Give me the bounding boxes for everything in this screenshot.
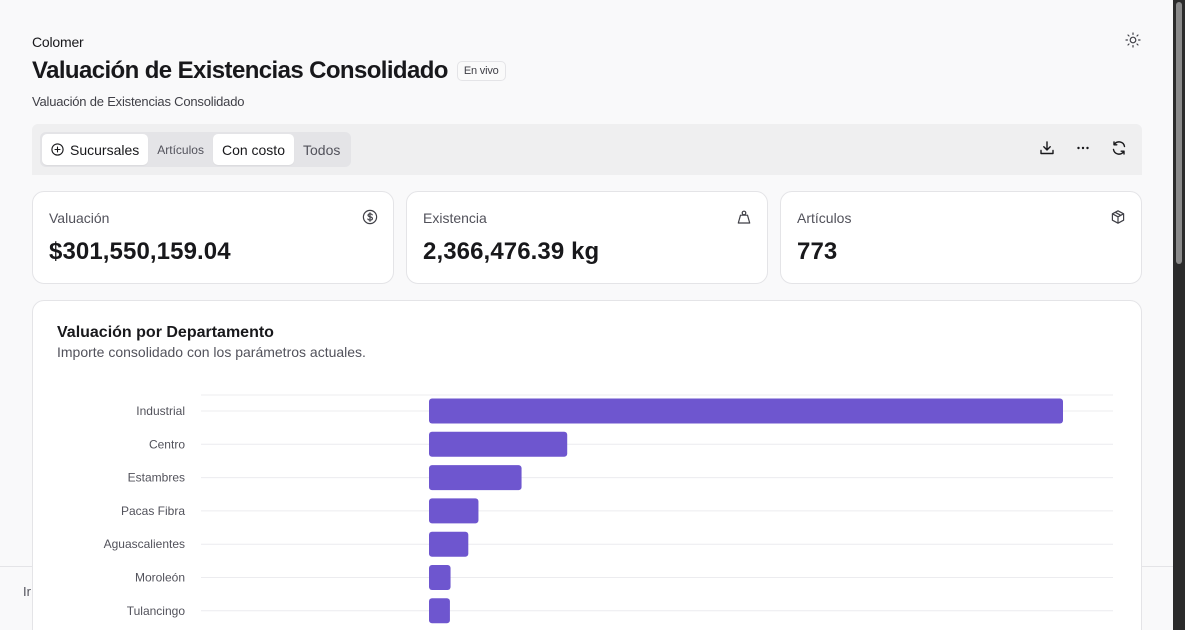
todos-option[interactable]: Todos xyxy=(294,134,349,165)
bar[interactable] xyxy=(429,531,469,557)
box-icon xyxy=(1111,210,1125,224)
filter-segmented-control: Sucursales Artículos Con costo Todos xyxy=(40,132,352,167)
category-label: Tulancingo xyxy=(127,604,186,618)
bar[interactable] xyxy=(429,565,451,590)
bar[interactable] xyxy=(429,598,450,624)
category-label: Aguascalientes xyxy=(104,537,185,551)
category-label: Industrial xyxy=(136,404,185,418)
vertical-scrollbar[interactable] xyxy=(1173,0,1185,630)
category-label: Pacas Fibra xyxy=(121,504,185,518)
bar[interactable] xyxy=(429,465,522,491)
articulos-option[interactable]: Artículos xyxy=(148,134,213,165)
bar[interactable] xyxy=(429,431,568,457)
card-existencia: Existencia 2,366,476.39 kg xyxy=(406,191,768,284)
more-horizontal-icon[interactable] xyxy=(1073,138,1092,157)
refresh-icon[interactable] xyxy=(1109,138,1128,157)
card-articulos: Artículos 773 xyxy=(780,191,1142,284)
summary-cards: Valuación $301,550,159.04 Existencia 2,3… xyxy=(32,191,1142,284)
todos-label: Todos xyxy=(303,141,341,158)
dollar-circle-icon xyxy=(362,209,378,225)
sucursales-button[interactable]: Sucursales xyxy=(42,134,149,165)
card-value: $301,550,159.04 xyxy=(49,238,231,265)
card-label: Valuación xyxy=(49,210,110,226)
card-value: 2,366,476.39 kg xyxy=(423,238,600,265)
chart-subtitle: Importe consolidado con los parámetros a… xyxy=(57,344,366,360)
footer-text: Ir xyxy=(23,584,31,599)
download-icon[interactable] xyxy=(1037,138,1056,157)
toolbar: Sucursales Artículos Con costo Todos xyxy=(32,124,1142,175)
bar-chart: Industrial Centro Estambres Pacas Fibra Agua… xyxy=(104,394,1113,624)
chart-title: Valuación por Departamento xyxy=(57,324,274,341)
card-label: Artículos xyxy=(797,210,852,226)
weight-icon xyxy=(737,210,751,224)
org-name: Colomer xyxy=(32,34,84,50)
toolbar-actions xyxy=(1037,138,1128,157)
sucursales-label: Sucursales xyxy=(70,141,140,158)
card-valuacion: Valuación $301,550,159.04 xyxy=(32,191,394,284)
live-badge: En vivo xyxy=(456,61,506,81)
scrollbar-thumb[interactable] xyxy=(1176,2,1182,264)
plus-circle-icon xyxy=(51,143,64,156)
con-costo-option[interactable]: Con costo xyxy=(212,134,294,165)
page-title: Valuación de Existencias Consolidado xyxy=(32,57,448,84)
page-subtitle: Valuación de Existencias Consolidado xyxy=(32,94,245,109)
sun-icon[interactable] xyxy=(1124,31,1142,49)
card-value: 773 xyxy=(797,238,838,265)
category-label: Moroleón xyxy=(135,571,185,585)
category-label: Centro xyxy=(149,437,185,451)
card-label: Existencia xyxy=(423,210,487,226)
category-label: Estambres xyxy=(128,471,185,485)
articulos-label: Artículos xyxy=(157,142,204,157)
bar[interactable] xyxy=(429,398,1063,424)
bar[interactable] xyxy=(429,498,479,524)
chart-card: Valuación por Departamento Importe conso… xyxy=(32,300,1142,630)
title-row: Valuación de Existencias Consolidado En … xyxy=(32,57,506,85)
con-costo-label: Con costo xyxy=(221,141,285,158)
